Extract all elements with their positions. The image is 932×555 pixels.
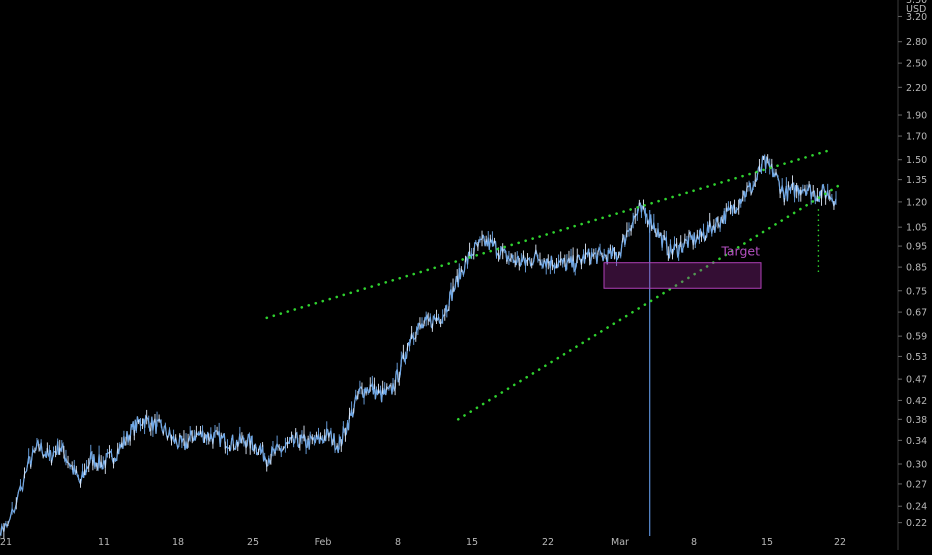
- channel-layer: [265, 148, 841, 421]
- price-series-glow: [0, 153, 837, 537]
- time-tick-label: Mar: [611, 537, 629, 548]
- price-tick-label: 3.50: [906, 0, 927, 6]
- price-series-line: [0, 153, 837, 537]
- price-tick-label: 1.05: [906, 223, 927, 234]
- target-zone: [603, 262, 762, 289]
- price-tick-label: 0.53: [906, 352, 927, 363]
- time-tick-label: 22: [542, 537, 554, 548]
- price-series-layer: [0, 153, 837, 540]
- price-tick-label: 0.30: [906, 460, 927, 471]
- price-tick-label: 1.20: [906, 197, 927, 208]
- time-tick-label: 18: [172, 537, 184, 548]
- time-tick-label: 15: [466, 537, 478, 548]
- price-tick-label: 1.90: [906, 111, 927, 122]
- target-label: Target: [720, 244, 760, 259]
- time-axis[interactable]: 21 11 18 25 Feb 8 15 22 Mar 8 15 22: [0, 537, 846, 548]
- target-layer: Target: [603, 244, 762, 289]
- price-tick-label: 2.80: [906, 37, 927, 48]
- time-tick-label: Feb: [315, 537, 332, 548]
- time-tick-label: 11: [98, 537, 110, 548]
- price-tick-label: 2.50: [906, 59, 927, 70]
- price-tick-label: 0.85: [906, 263, 927, 274]
- time-tick-label: 8: [691, 537, 697, 548]
- price-tick-label: 0.24: [906, 502, 927, 513]
- price-tick-label: 0.22: [906, 518, 927, 529]
- price-tick-label: 1.50: [906, 155, 927, 166]
- channel-upper-line: [265, 148, 833, 320]
- price-tick-label: 1.70: [906, 132, 927, 143]
- price-tick-label: 0.59: [906, 332, 927, 343]
- time-tick-label: 15: [761, 537, 773, 548]
- currency-label: USD: [906, 4, 926, 15]
- price-tick-label: 0.75: [906, 286, 927, 297]
- price-tick-label: 0.67: [906, 308, 927, 319]
- price-tick-label: 0.95: [906, 242, 927, 253]
- price-tick-label: 1.35: [906, 175, 927, 186]
- price-tick-label: 0.42: [906, 396, 927, 407]
- time-tick-label: 25: [247, 537, 259, 548]
- time-tick-label: 8: [395, 537, 401, 548]
- price-tick-label: 0.27: [906, 479, 927, 490]
- price-tick-label: 2.20: [906, 83, 927, 94]
- price-tick-label: 0.38: [906, 415, 927, 426]
- time-tick-label: 21: [0, 537, 12, 548]
- time-tick-label: 22: [834, 537, 846, 548]
- channel-lower-line: [456, 184, 841, 421]
- price-tick-label: 3.20: [906, 12, 927, 23]
- price-tick-label: 0.47: [906, 375, 927, 386]
- price-axis[interactable]: 0.22 0.24 0.27 0.30 0.34 0.38 0.42 0.47 0.53 0.59…: [897, 0, 927, 550]
- price-tick-label: 0.34: [906, 436, 927, 447]
